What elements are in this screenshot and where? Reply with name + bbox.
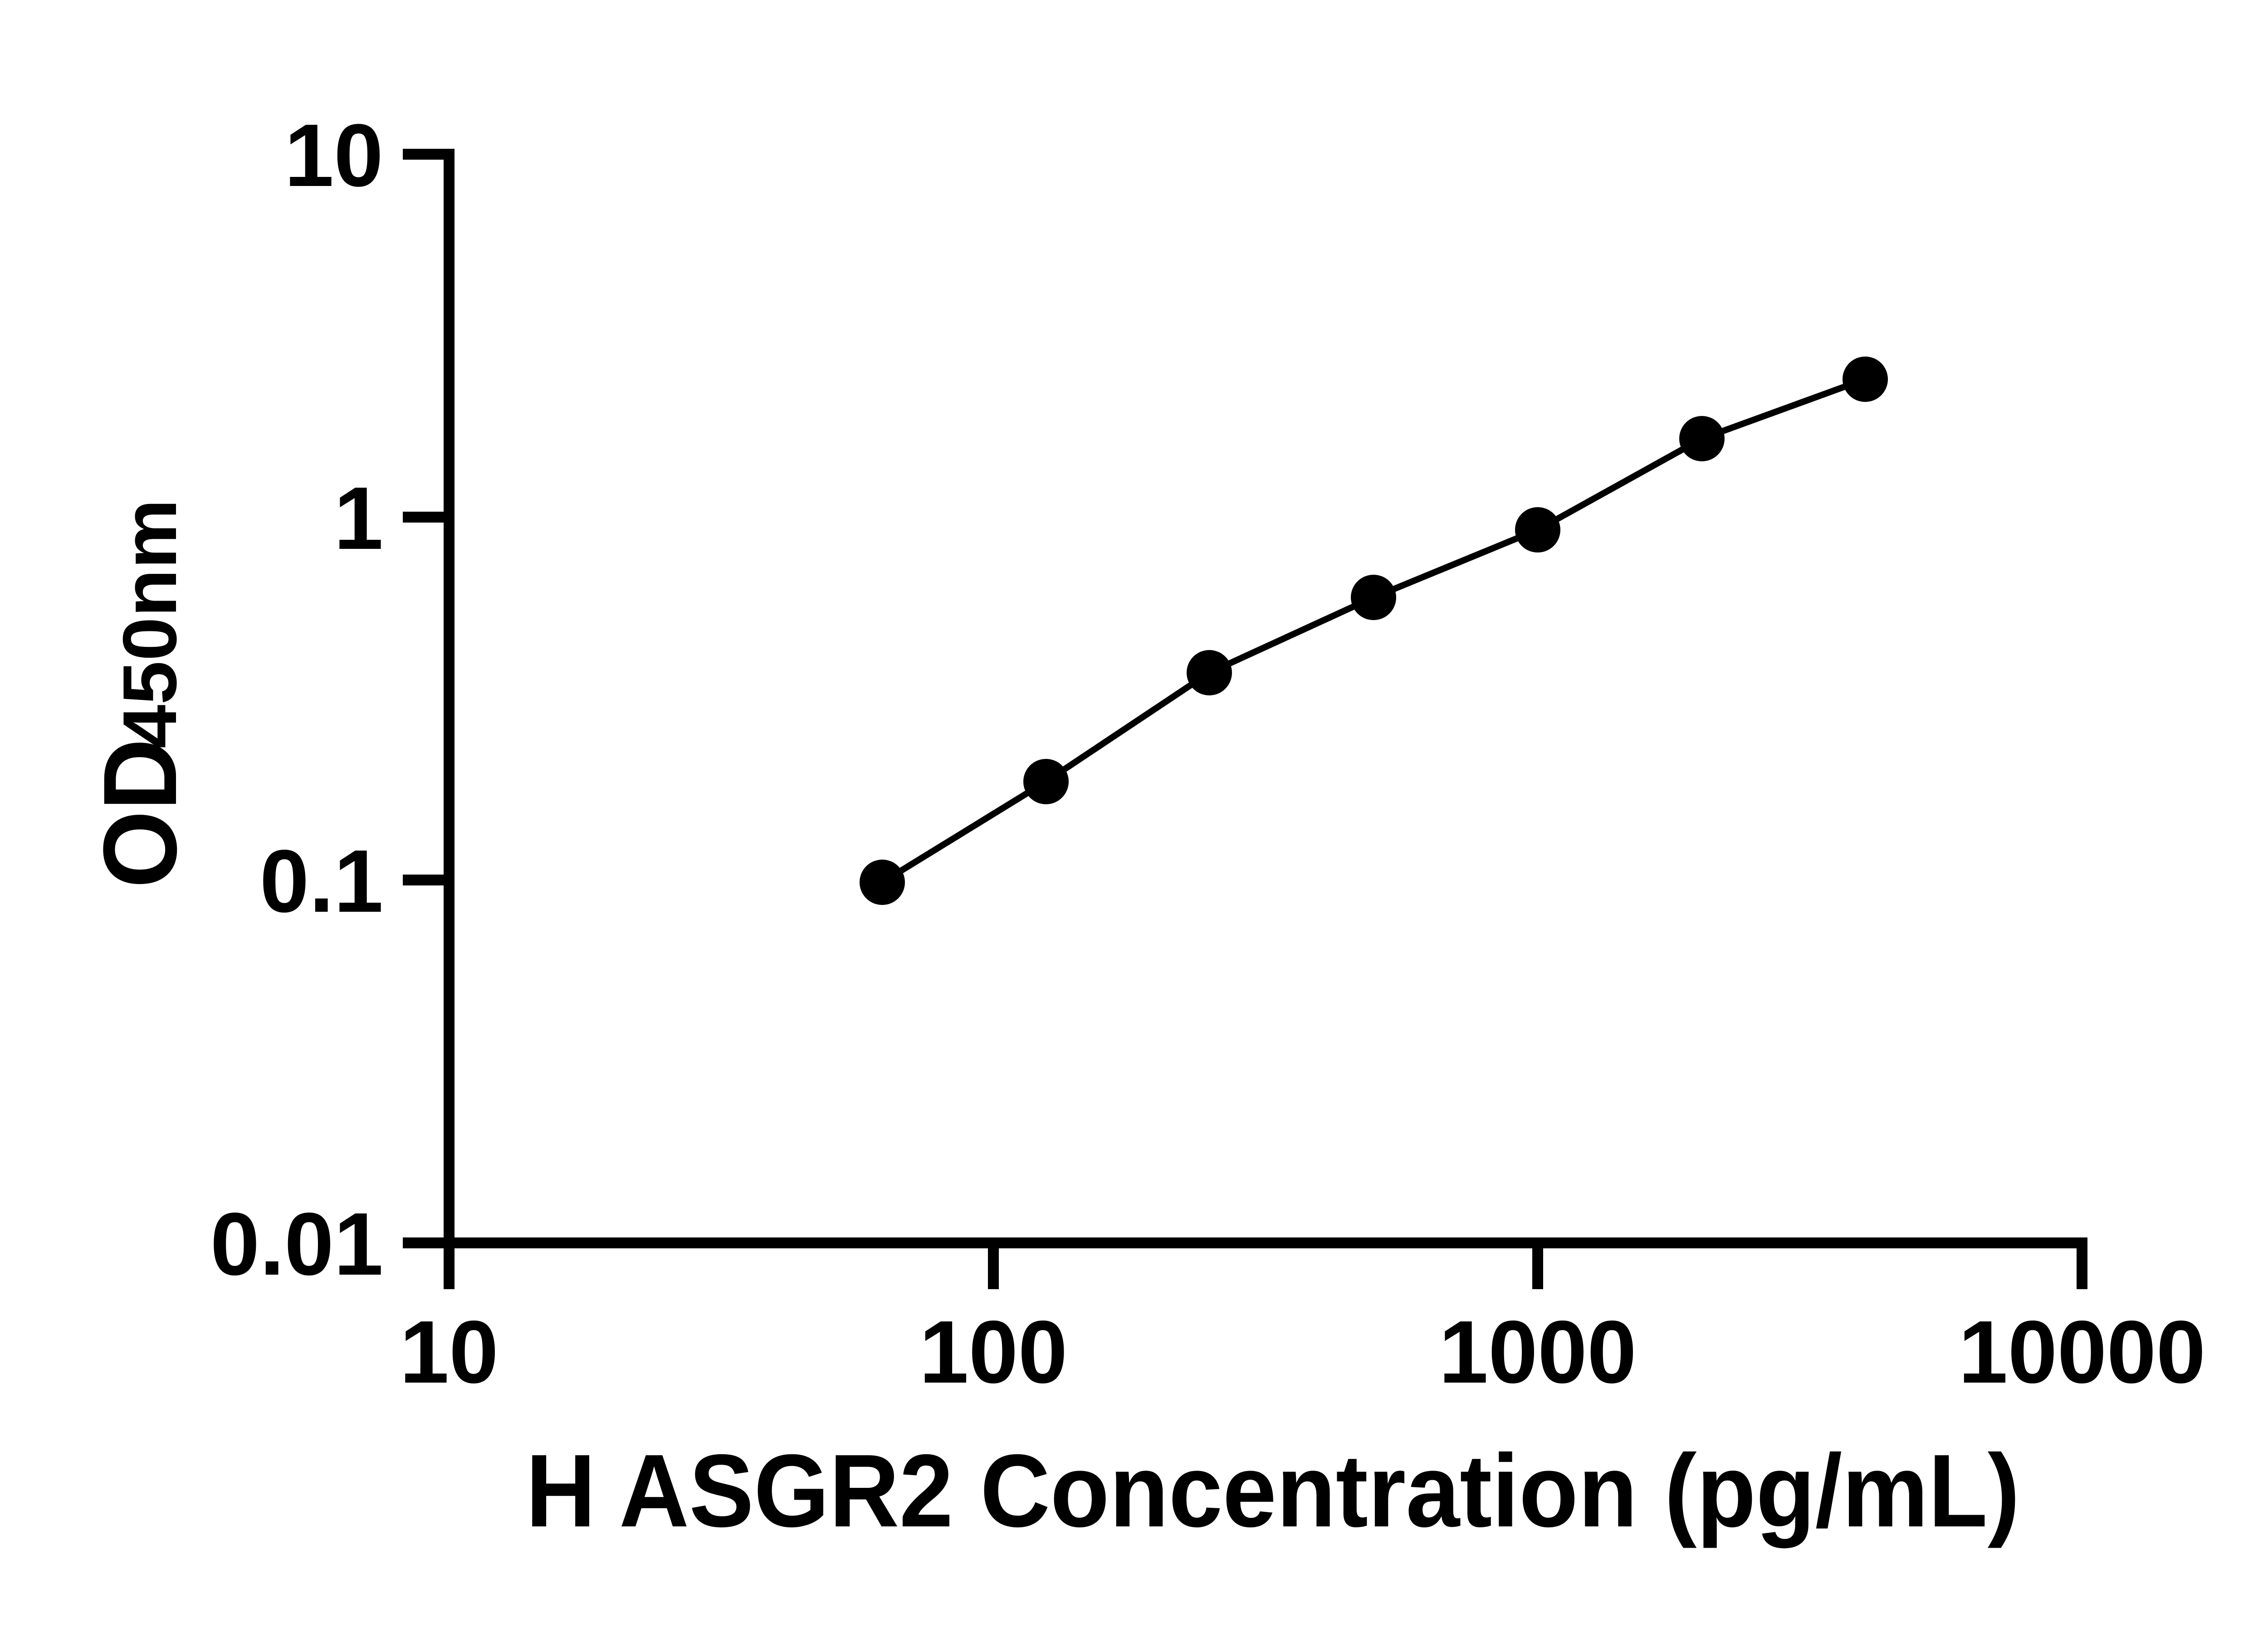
svg-text:100: 100 bbox=[919, 1302, 1067, 1402]
svg-text:OD: OD bbox=[82, 738, 198, 888]
svg-text:450nm: 450nm bbox=[107, 499, 192, 748]
svg-text:10: 10 bbox=[284, 106, 383, 205]
svg-text:10000: 10000 bbox=[1958, 1302, 2205, 1402]
svg-text:1000: 1000 bbox=[1439, 1302, 1637, 1402]
svg-text:10: 10 bbox=[400, 1302, 499, 1402]
svg-text:0.01: 0.01 bbox=[210, 1194, 383, 1294]
svg-text:0.1: 0.1 bbox=[260, 831, 383, 931]
svg-text:H ASGR2 Concentration (pg/mL): H ASGR2 Concentration (pg/mL) bbox=[526, 1433, 2020, 1549]
svg-text:1: 1 bbox=[334, 469, 383, 568]
